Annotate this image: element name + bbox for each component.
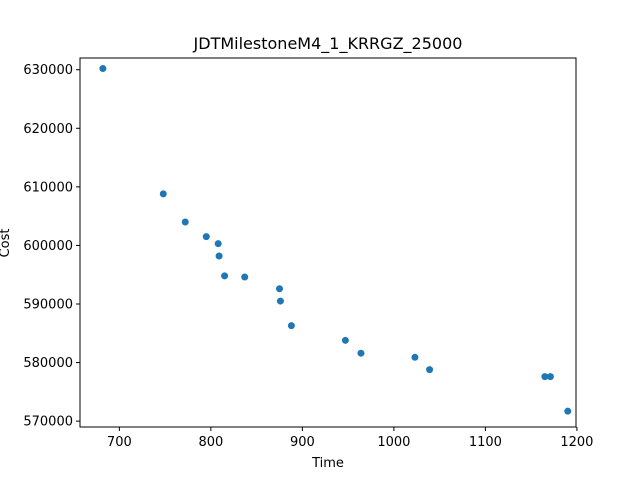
- data-point: [221, 272, 229, 280]
- data-point: [241, 273, 249, 281]
- data-point: [99, 65, 107, 73]
- data-point: [159, 190, 167, 198]
- data-point: [411, 353, 419, 361]
- x-tick-label: 900: [290, 435, 315, 450]
- data-point: [357, 349, 365, 357]
- y-tick-label: 620000: [23, 122, 73, 137]
- y-tick-label: 630000: [23, 63, 73, 78]
- data-point: [215, 252, 223, 260]
- y-axis-label: Cost: [0, 229, 13, 258]
- x-tick-label: 1100: [469, 435, 502, 450]
- x-tick-label: 700: [107, 435, 132, 450]
- x-axis-label: Time: [311, 456, 344, 471]
- x-tick-label: 800: [198, 435, 223, 450]
- x-tick-label: 1000: [377, 435, 410, 450]
- data-point: [564, 407, 572, 415]
- data-point: [275, 285, 283, 293]
- y-tick-label: 580000: [23, 356, 73, 371]
- data-point: [546, 373, 554, 381]
- data-point: [276, 297, 284, 305]
- data-points: [99, 65, 572, 415]
- y-tick-label: 590000: [23, 298, 73, 313]
- data-point: [426, 366, 434, 374]
- data-point: [341, 336, 349, 344]
- chart-title: JDTMilestoneM4_1_KRRGZ_25000: [193, 34, 463, 54]
- data-point: [181, 218, 189, 226]
- axis-ticks: 700 800 900 1000 1100 1200 570000 580000 590000 6…: [23, 63, 593, 450]
- plot-frame: [79, 57, 577, 428]
- data-point: [541, 373, 549, 381]
- y-tick-label: 610000: [23, 180, 73, 195]
- data-point: [287, 322, 295, 330]
- y-tick-label: 600000: [23, 239, 73, 254]
- data-point: [202, 233, 210, 241]
- data-point: [214, 240, 222, 248]
- x-tick-label: 1200: [560, 435, 593, 450]
- y-tick-label: 570000: [23, 415, 73, 430]
